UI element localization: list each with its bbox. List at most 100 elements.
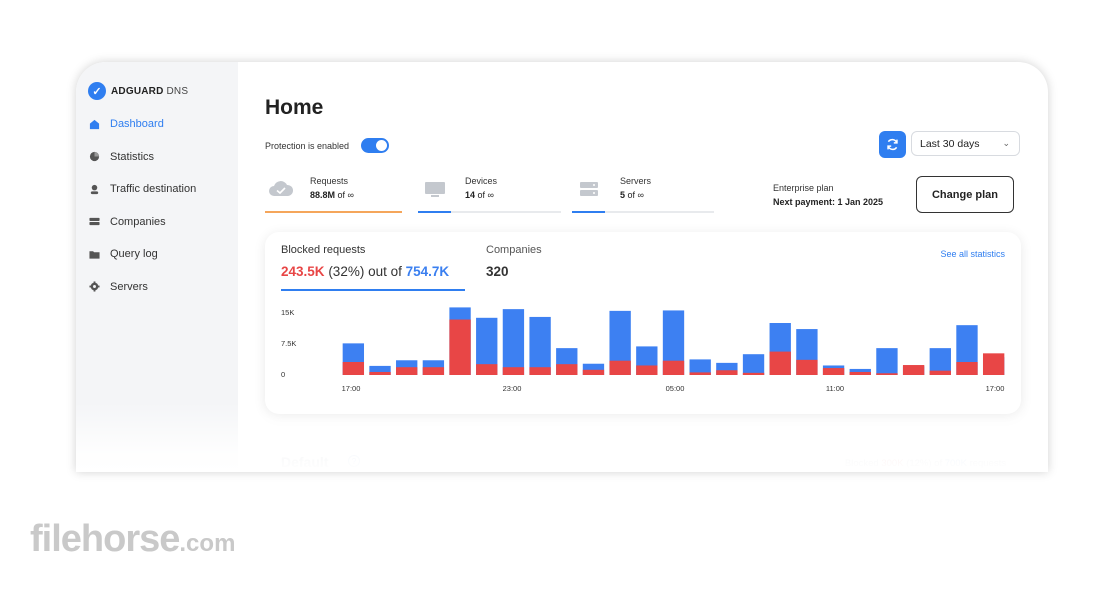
person-icon	[90, 184, 99, 194]
bar-blocked-11[interactable]	[636, 365, 658, 375]
tab-blocked-requests[interactable]: Blocked requests	[281, 244, 366, 256]
server-stack-icon	[89, 218, 100, 226]
bar-blocked-7[interactable]	[529, 367, 551, 375]
sidebar-item-label: Query log	[110, 248, 158, 261]
sidebar: ✓ ADGUARD DNS Dashboard Statistics Traff…	[76, 62, 238, 472]
default-stat-prefix: Blocked	[844, 458, 879, 469]
sidebar-item-statistics[interactable]: Statistics	[76, 141, 238, 174]
sidebar-nav: Dashboard Statistics Traffic destination…	[76, 108, 238, 303]
protection-row: Protection is enabled	[265, 138, 390, 153]
help-icon[interactable]: ?	[348, 455, 360, 467]
bar-blocked-3[interactable]	[422, 367, 445, 375]
bar-blocked-6[interactable]	[502, 367, 525, 375]
bar-blocked-18[interactable]	[822, 368, 845, 375]
stat-servers-track	[572, 211, 714, 213]
pie-chart-icon	[89, 152, 100, 162]
adguard-logo-icon: ✓	[88, 82, 106, 100]
bar-blocked-2[interactable]	[396, 367, 418, 375]
watermark: filehorse.com	[30, 518, 236, 560]
period-select[interactable]: Last 30 days ⌄	[911, 131, 1020, 156]
stat-servers-label: Servers	[620, 176, 652, 186]
bar-blocked-23[interactable]	[956, 362, 978, 375]
x-tick-label: 11:00	[826, 384, 844, 393]
bar-total-5[interactable]	[476, 317, 498, 375]
app-window: ✓ ADGUARD DNS Dashboard Statistics Traff…	[76, 62, 1048, 472]
bar-total-6[interactable]	[502, 309, 525, 375]
sidebar-item-label: Statistics	[110, 150, 155, 163]
see-all-statistics-link[interactable]: See all statistics	[940, 249, 1005, 259]
sidebar-item-traffic-destination[interactable]: Traffic destination	[76, 173, 238, 206]
blocked-percent: (32%) out of	[328, 264, 402, 279]
bar-blocked-12[interactable]	[662, 360, 685, 375]
refresh-icon	[887, 138, 898, 151]
monitor-icon	[425, 182, 445, 197]
bar-blocked-1[interactable]	[369, 371, 391, 375]
bar-blocked-13[interactable]	[689, 372, 711, 375]
stat-requests-of: of ∞	[337, 190, 354, 200]
stat-servers-bar	[572, 211, 605, 213]
chevron-down-icon: ⌄	[1002, 138, 1010, 148]
bar-blocked-24[interactable]	[982, 353, 1005, 375]
sidebar-item-companies[interactable]: Companies	[76, 206, 238, 239]
stat-devices-value: 14	[465, 190, 476, 200]
logo[interactable]: ✓ ADGUARD DNS	[88, 82, 188, 100]
home-icon	[89, 119, 100, 129]
bar-total-13[interactable]	[689, 359, 711, 375]
bar-blocked-21[interactable]	[902, 365, 925, 375]
bar-blocked-10[interactable]	[609, 360, 631, 375]
bar-total-7[interactable]	[529, 316, 551, 375]
sidebar-item-label: Companies	[110, 215, 166, 228]
stat-requests-value: 88.8M	[310, 190, 336, 200]
bar-total-22[interactable]	[929, 348, 951, 375]
bar-blocked-14[interactable]	[716, 370, 738, 375]
bar-total-15[interactable]	[742, 354, 765, 375]
bar-total-9[interactable]	[582, 363, 605, 375]
bar-blocked-19[interactable]	[849, 371, 871, 375]
main-content: Home Protection is enabled Last 30 days …	[238, 62, 1048, 472]
bar-blocked-8[interactable]	[556, 364, 578, 375]
default-total: 700K	[944, 458, 967, 469]
x-tick-label: 05:00	[666, 384, 685, 393]
sidebar-item-dashboard[interactable]: Dashboard	[76, 108, 238, 141]
default-suffix: requests	[969, 458, 1006, 469]
page-title: Home	[265, 96, 324, 119]
stat-requests[interactable]: Requests 88.8M of ∞	[268, 176, 354, 214]
bar-blocked-0[interactable]	[342, 362, 365, 375]
sidebar-item-label: Dashboard	[110, 118, 164, 131]
bar-blocked-9[interactable]	[582, 369, 605, 375]
default-blocked: 300K	[881, 458, 904, 469]
stat-requests-bar	[265, 211, 402, 213]
default-section-title: Default	[281, 454, 329, 470]
plan-label: Enterprise plan	[773, 183, 834, 193]
sidebar-item-servers[interactable]: Servers	[76, 271, 238, 304]
gear-icon	[89, 281, 100, 292]
change-plan-button[interactable]: Change plan	[916, 176, 1014, 213]
stat-devices-bar	[418, 211, 451, 213]
server-icon	[580, 182, 598, 196]
tab-companies[interactable]: Companies	[486, 244, 542, 256]
blocked-summary: 243.5K (32%) out of 754.7K	[281, 264, 449, 279]
blocked-count: 243.5K	[281, 264, 325, 279]
bar-blocked-17[interactable]	[796, 359, 818, 375]
bar-blocked-20[interactable]	[876, 373, 898, 375]
protection-toggle[interactable]	[361, 138, 390, 153]
bar-total-1[interactable]	[369, 365, 391, 375]
bar-blocked-22[interactable]	[929, 370, 951, 375]
bar-total-12[interactable]	[662, 310, 685, 375]
refresh-button[interactable]	[879, 131, 906, 158]
active-tab-indicator	[281, 289, 465, 291]
requests-chart: 15K 7.5K 0 17:00 23:00 05:00 11:00 17:00	[281, 307, 1005, 393]
stat-requests-label: Requests	[310, 176, 349, 186]
bar-blocked-4[interactable]	[449, 319, 471, 375]
bar-blocked-16[interactable]	[769, 351, 791, 375]
stat-devices-label: Devices	[465, 176, 498, 186]
stat-servers[interactable]: Servers 5 of ∞	[578, 176, 651, 214]
y-tick-label: 0	[281, 370, 285, 379]
stat-devices[interactable]: Devices 14 of ∞	[423, 176, 497, 214]
bar-blocked-5[interactable]	[476, 364, 498, 375]
bar-total-10[interactable]	[609, 310, 631, 375]
stat-servers-value: 5	[620, 190, 626, 200]
bar-total-20[interactable]	[876, 348, 898, 375]
bar-blocked-15[interactable]	[742, 372, 765, 375]
sidebar-item-query-log[interactable]: Query log	[76, 238, 238, 271]
